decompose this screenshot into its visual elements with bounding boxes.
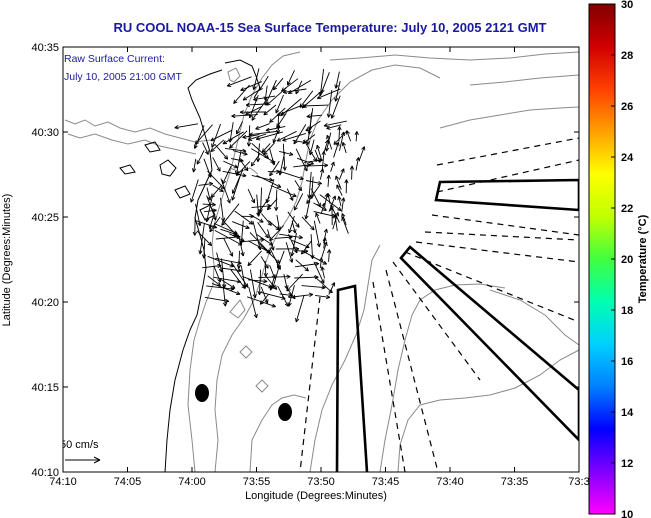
scale-arrow — [65, 456, 101, 464]
y-tick-label: 40:25 — [31, 212, 59, 224]
current-vectors — [174, 68, 366, 323]
x-tick-label: 73:50 — [307, 476, 335, 488]
y-axis-label: Latitude (Degrees:Minutes) — [1, 194, 13, 327]
x-tick-label: 73:3 — [568, 476, 589, 488]
map-title: RU COOL NOAA-15 Sea Surface Temperature:… — [113, 20, 546, 35]
y-tick-label: 40:35 — [31, 42, 59, 54]
colorbar-tick-label: 22 — [621, 203, 633, 215]
radar-footprints — [335, 178, 579, 472]
x-tick-label: 73:55 — [243, 476, 271, 488]
x-tick-label: 74:10 — [49, 476, 77, 488]
colorbar-label: Temperature (°C) — [637, 214, 649, 303]
colorbar-tick-label: 30 — [621, 0, 633, 11]
annotation-line-1: Raw Surface Current: — [64, 53, 165, 65]
colorbar-tick-label: 28 — [621, 50, 633, 62]
colorbar-tick-label: 14 — [621, 407, 634, 419]
x-tick-label: 74:00 — [178, 476, 206, 488]
plot-area: Raw Surface Current: July 10, 2005 21:00… — [60, 47, 579, 472]
scale-label: 50 cm/s — [60, 439, 99, 451]
colorbar — [588, 3, 616, 515]
colorbar-tick-label: 12 — [621, 458, 633, 470]
x-axis-ticks: 74:10 74:05 74:00 73:55 73:50 73:45 73:40 73:35… — [49, 47, 590, 488]
bathymetry-contours — [64, 51, 579, 472]
buoy-marker-2 — [278, 403, 292, 421]
annotation-line-2: July 10, 2005 21:00 GMT — [64, 71, 182, 83]
colorbar-tick-label: 10 — [621, 509, 633, 518]
colorbar-ticks: 30 28 26 24 22 20 18 16 14 12 10 — [611, 0, 634, 518]
colorbar-tick-label: 26 — [621, 101, 633, 113]
y-tick-label: 40:20 — [31, 297, 59, 309]
x-tick-label: 73:35 — [501, 476, 529, 488]
x-tick-label: 73:40 — [436, 476, 464, 488]
x-tick-label: 73:45 — [372, 476, 400, 488]
y-tick-label: 40:30 — [31, 127, 59, 139]
x-axis-label: Longitude (Degrees:Minutes) — [245, 490, 387, 502]
y-tick-label: 40:15 — [31, 382, 59, 394]
y-tick-label: 40:10 — [31, 467, 59, 479]
y-axis-ticks: 40:35 40:30 40:25 40:20 40:15 40:10 — [31, 42, 579, 479]
colorbar-tick-label: 24 — [621, 152, 634, 164]
colorbar-tick-label: 20 — [621, 254, 633, 266]
colorbar-tick-label: 16 — [621, 356, 633, 368]
colorbar-tick-label: 18 — [621, 305, 633, 317]
buoy-marker-1 — [195, 384, 209, 402]
x-tick-label: 74:05 — [114, 476, 142, 488]
radar-beam-lines — [299, 137, 579, 472]
